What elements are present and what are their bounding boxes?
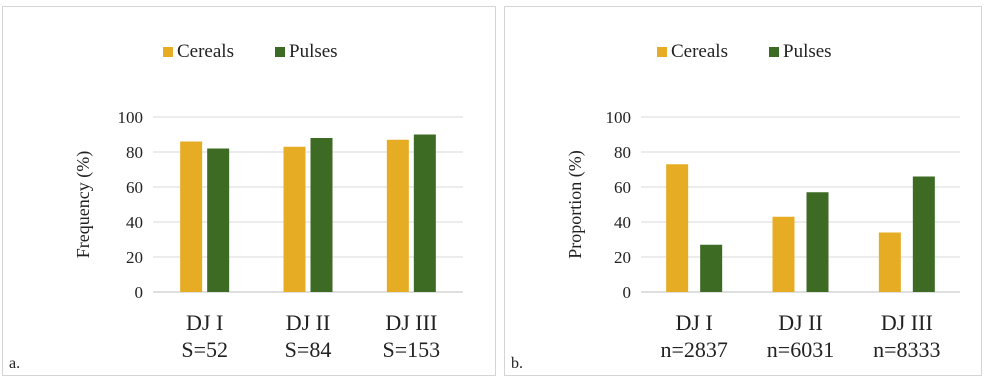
chart-panel-a: Cereals Pulses 0 20 40 60 80 100 Frequency (%) DJ…: [2, 6, 496, 376]
x-category-label: DJ I: [676, 310, 713, 335]
bar-pulses-dj-ii: [806, 192, 829, 292]
bar-pulses-dj-i: [700, 244, 723, 292]
y-tick-label: 20: [614, 248, 631, 267]
chart-b-svg: Cereals Pulses 0 20 40 60 80 100 Proportion (%) D…: [565, 41, 960, 362]
chart-a-svg: Cereals Pulses 0 20 40 60 80 100 Frequency (%) DJ…: [73, 41, 463, 362]
bar-pulses-dj-iii: [912, 176, 935, 292]
x-category-sublabel: S=84: [285, 337, 332, 362]
y-tick-label: 100: [606, 108, 632, 127]
y-tick-label: 80: [126, 143, 143, 162]
y-tick-label: 80: [614, 143, 631, 162]
bar-pulses-dj-i: [207, 148, 230, 292]
legend-label-cereals: Cereals: [671, 41, 728, 62]
x-category-label: DJ I: [186, 310, 223, 335]
x-category-label: DJ II: [778, 310, 823, 335]
y-tick-label: 40: [614, 213, 631, 232]
y-tick-label: 40: [126, 213, 143, 232]
panel-label-b: b.: [511, 355, 523, 372]
legend-label-pulses: Pulses: [289, 41, 338, 62]
bar-cereals-dj-iii: [878, 232, 901, 292]
y-tick-label: 60: [126, 178, 143, 197]
y-tick-label: 60: [614, 178, 631, 197]
legend-swatch-cereals: [657, 47, 667, 57]
x-category-label: DJ III: [385, 310, 437, 335]
bar-cereals-dj-iii: [386, 139, 409, 292]
legend-swatch-pulses: [769, 47, 779, 57]
y-tick-label: 0: [135, 283, 144, 302]
x-category-sublabel: n=8333: [873, 337, 940, 362]
x-category-sublabel: n=2837: [660, 337, 727, 362]
chart-panel-b: Cereals Pulses 0 20 40 60 80 100 Proportion (%) D…: [504, 6, 982, 376]
y-axis-label: Frequency (%): [73, 151, 94, 258]
y-tick-label: 100: [118, 108, 144, 127]
x-category-sublabel: n=6031: [767, 337, 834, 362]
legend-swatch-cereals: [163, 47, 173, 57]
y-tick-label: 0: [623, 283, 632, 302]
legend-label-pulses: Pulses: [783, 41, 832, 62]
panel-label-a: a.: [9, 355, 21, 372]
bar-cereals-dj-i: [180, 141, 203, 292]
bar-pulses-dj-ii: [310, 138, 333, 292]
bar-cereals-dj-ii: [772, 216, 795, 292]
y-tick-label: 20: [126, 248, 143, 267]
bar-pulses-dj-iii: [413, 134, 436, 292]
legend-label-cereals: Cereals: [177, 41, 234, 62]
x-category-label: DJ III: [881, 310, 933, 335]
x-category-sublabel: S=52: [181, 337, 228, 362]
x-category-label: DJ II: [286, 310, 331, 335]
y-axis-label: Proportion (%): [565, 150, 586, 258]
bar-cereals-dj-ii: [283, 146, 306, 292]
x-category-sublabel: S=153: [383, 337, 441, 362]
bar-cereals-dj-i: [666, 164, 689, 292]
legend-swatch-pulses: [275, 47, 285, 57]
